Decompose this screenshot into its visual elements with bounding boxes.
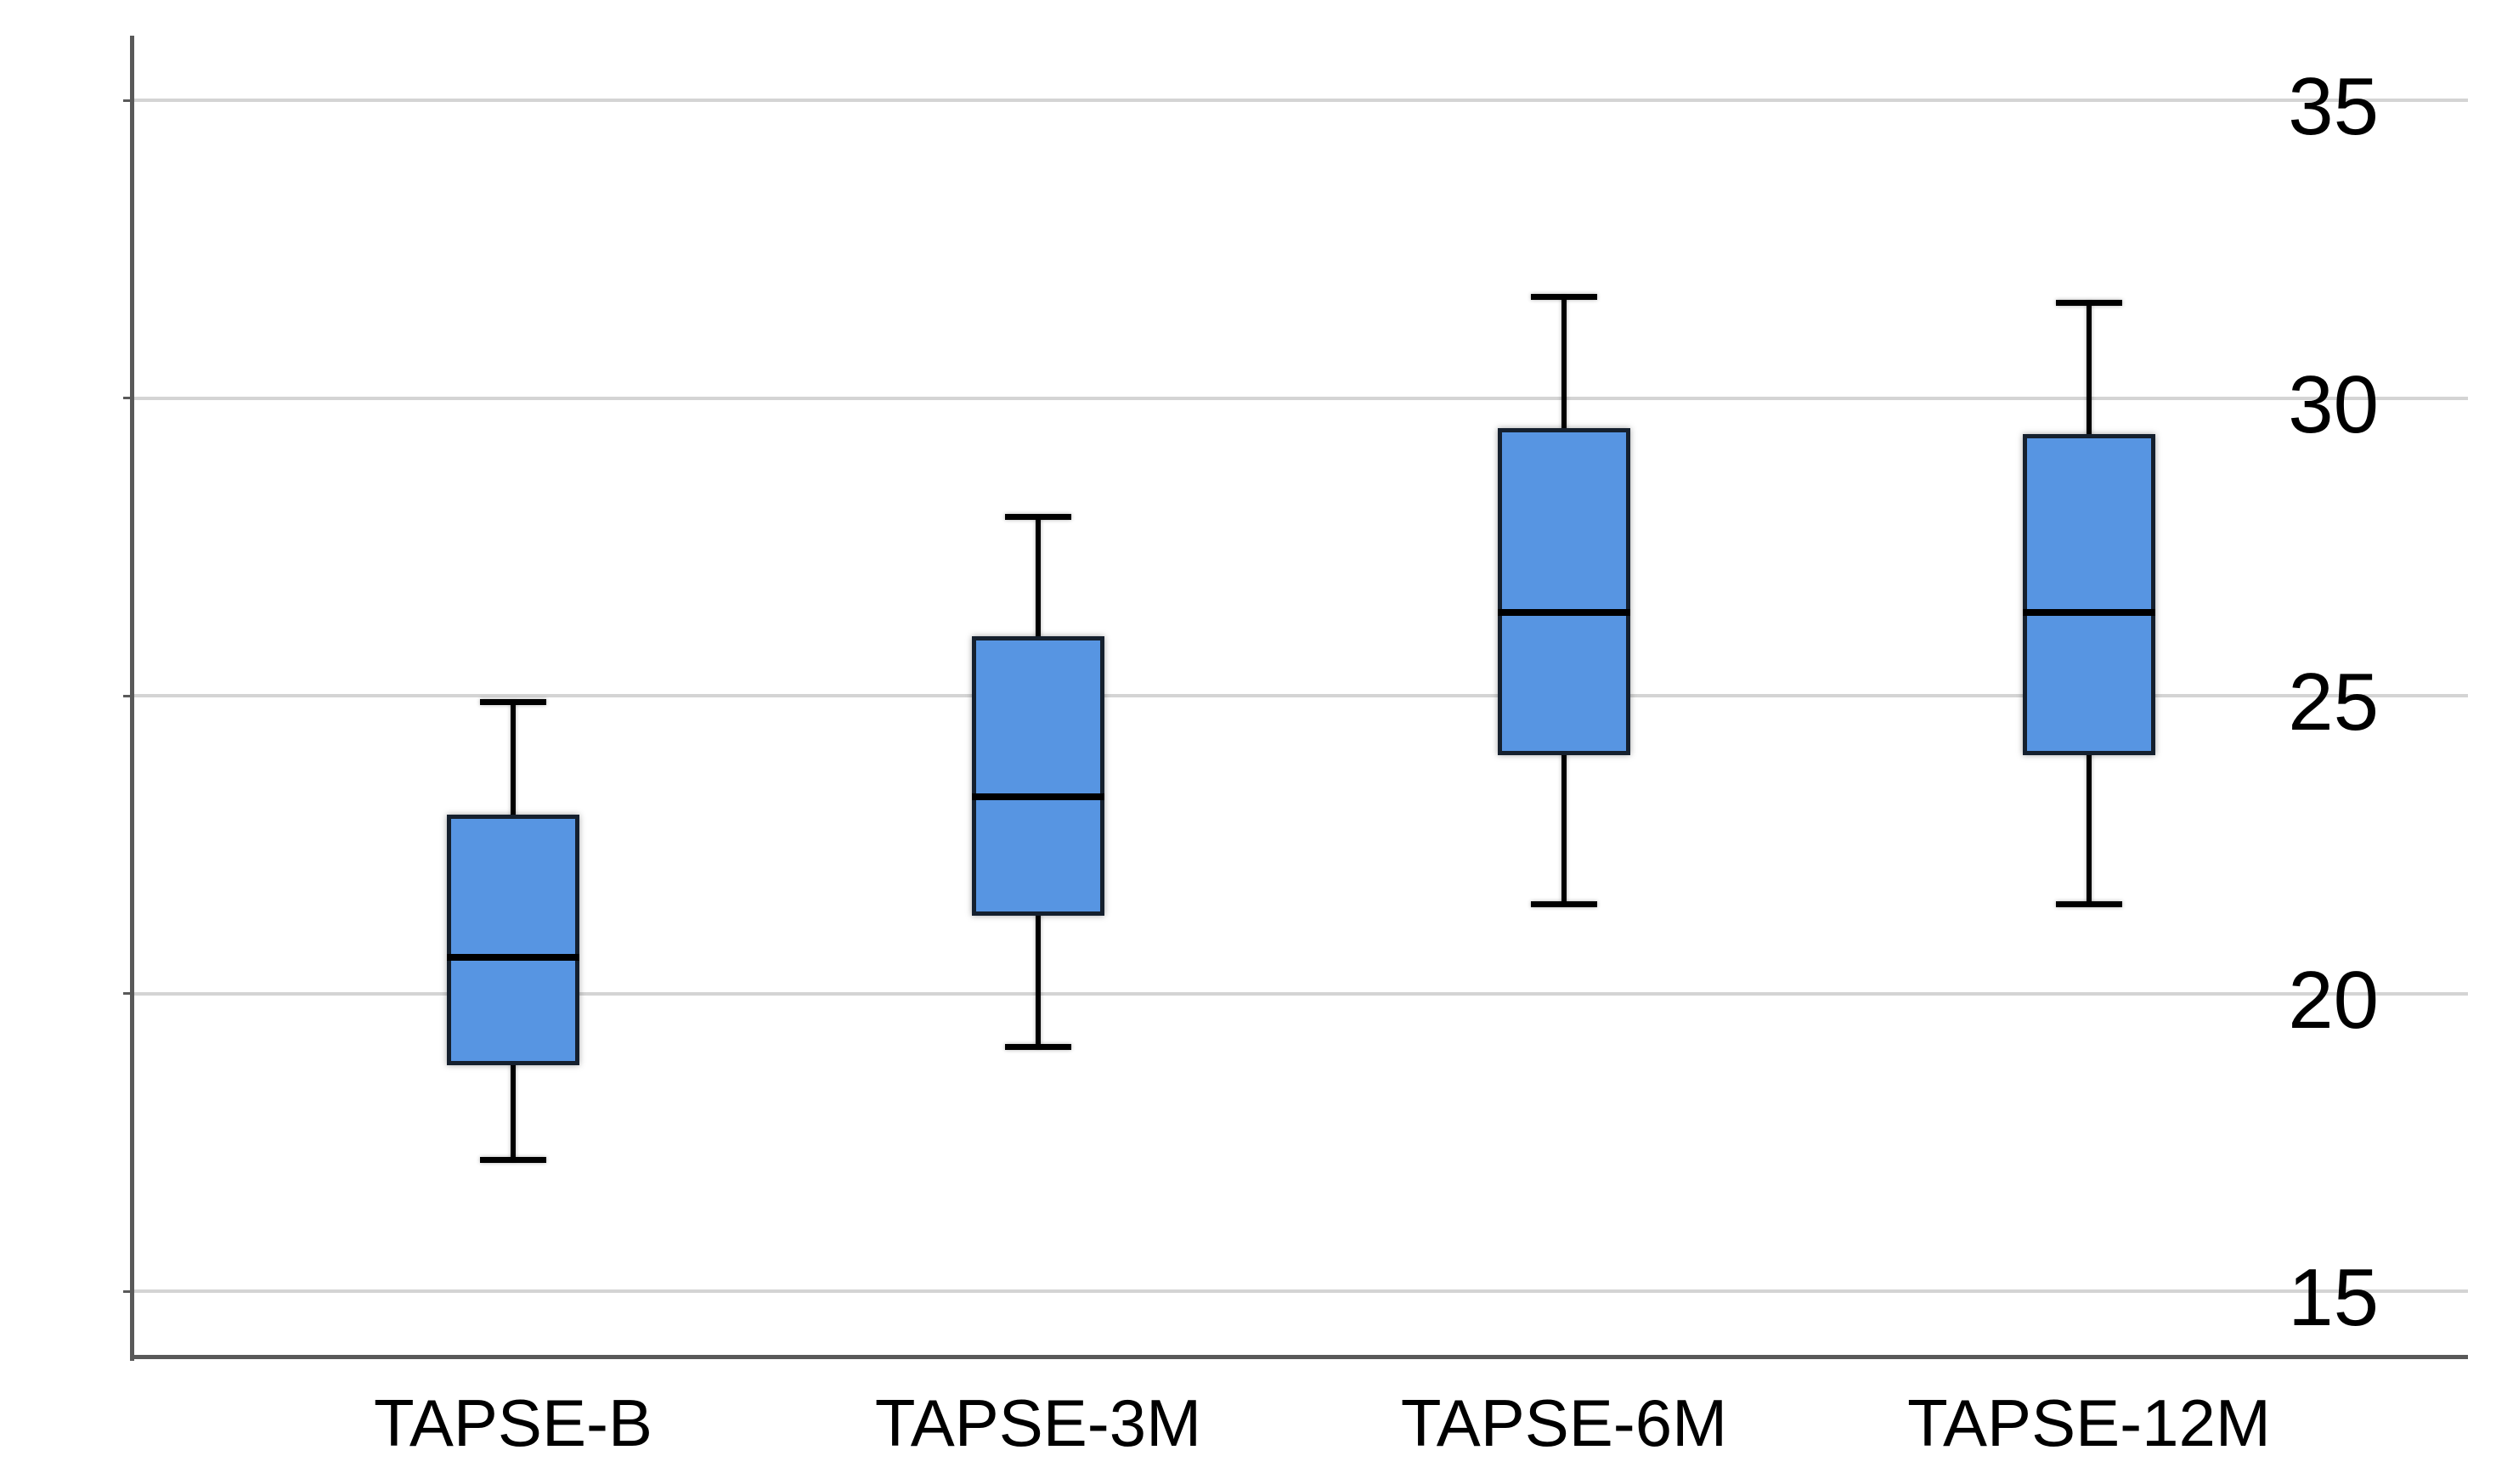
box-TAPSE-12M [2023, 433, 2155, 756]
median-line [972, 793, 1104, 801]
y-axis-tick [123, 1289, 133, 1293]
whisker-cap-top [1005, 514, 1071, 521]
median-line [1498, 608, 1630, 616]
whisker-cap-top [1531, 293, 1597, 300]
median-line [2023, 608, 2155, 616]
gridline [133, 694, 2468, 697]
x-axis-line [130, 1355, 2468, 1359]
x-tick-label: TAPSE-3M [874, 1385, 1202, 1460]
whisker-cap-bottom [480, 1157, 546, 1164]
y-tick-label: 20 [2288, 954, 2379, 1046]
whisker-cap-bottom [1005, 1044, 1071, 1051]
box-TAPSE-B [447, 815, 579, 1065]
y-axis-tick [123, 397, 133, 399]
x-tick-label: TAPSE-6M [1400, 1385, 1728, 1460]
y-tick-label: 15 [2288, 1252, 2379, 1343]
y-axis-line [130, 36, 134, 1361]
box-TAPSE-3M [972, 635, 1104, 917]
gridline [133, 991, 2468, 996]
y-axis-tick [123, 694, 133, 697]
median-line [447, 954, 579, 962]
whisker-cap-top [480, 698, 546, 705]
gridline [133, 1289, 2468, 1293]
gridline [133, 99, 2468, 102]
y-tick-label: 35 [2288, 61, 2379, 152]
y-axis-tick [123, 992, 133, 995]
x-tick-label: TAPSE-12M [1907, 1385, 2271, 1460]
y-tick-label: 25 [2288, 657, 2379, 748]
y-tick-label: 30 [2288, 358, 2379, 450]
whisker-cap-bottom [1531, 900, 1597, 907]
gridline [133, 396, 2468, 400]
whisker-cap-top [2056, 299, 2122, 306]
whisker-cap-bottom [2056, 900, 2122, 907]
x-tick-label: TAPSE-B [374, 1385, 652, 1460]
box-TAPSE-6M [1498, 427, 1630, 756]
y-axis-tick [123, 99, 133, 102]
